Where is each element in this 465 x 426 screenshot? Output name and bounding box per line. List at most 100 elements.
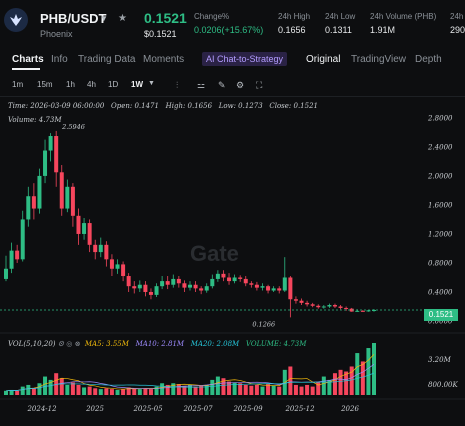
candle-body bbox=[165, 281, 170, 285]
vol-indicator-name[interactable]: VOL(5,10,20) bbox=[8, 340, 56, 348]
drawing-tools-icon[interactable]: ✎ bbox=[218, 80, 226, 90]
volume-bar bbox=[243, 384, 248, 395]
volume-bar bbox=[165, 384, 170, 395]
tab-info[interactable]: Info bbox=[51, 54, 68, 65]
candle-body bbox=[372, 309, 376, 311]
volume-bar bbox=[193, 386, 198, 395]
indicators-icon[interactable]: ⚍ bbox=[197, 80, 206, 90]
last-price-usd: $0.1521 bbox=[144, 29, 177, 39]
tab-original[interactable]: Original bbox=[306, 54, 341, 65]
price-tick-label: 2.0000 bbox=[427, 172, 453, 180]
volume-bar bbox=[305, 384, 310, 395]
info-volume: Volume: 4.73M bbox=[8, 116, 62, 124]
candle-body bbox=[54, 136, 59, 173]
tab-moments[interactable]: Moments bbox=[143, 54, 185, 65]
settings-icon[interactable]: ⚙ bbox=[236, 80, 245, 90]
volume-bar bbox=[132, 388, 137, 395]
volume-bar bbox=[232, 382, 237, 395]
tab-tradingview[interactable]: TradingView bbox=[351, 54, 407, 65]
volume-bar bbox=[65, 384, 70, 395]
candle-body bbox=[115, 264, 120, 269]
candle-body bbox=[31, 196, 36, 209]
indicator-settings-icon[interactable]: ⚙ ◎ ⊗ bbox=[57, 340, 81, 348]
pair-name[interactable]: PHB/USDT bbox=[40, 11, 107, 26]
pair-dropdown-chevron-icon[interactable]: ▼ bbox=[100, 14, 108, 23]
candle-body bbox=[26, 196, 31, 220]
fullscreen-icon[interactable]: ⛶ bbox=[256, 80, 263, 90]
price-tick-label: 0.4000 bbox=[428, 288, 453, 296]
low-price-label: 0.1266 bbox=[252, 320, 275, 328]
volume-tick-label: 3.20M bbox=[428, 356, 452, 364]
tab-charts[interactable]: Charts bbox=[12, 54, 44, 65]
candle-body bbox=[327, 305, 332, 307]
timeframe-1h[interactable]: 1h bbox=[66, 80, 75, 89]
candle-body bbox=[249, 283, 254, 285]
candle-body bbox=[360, 310, 365, 312]
info-open: Open: 0.1471 bbox=[110, 102, 159, 110]
volume-bar bbox=[293, 384, 298, 395]
candle-body bbox=[188, 284, 192, 288]
candles-layer bbox=[4, 130, 376, 318]
volume-bar bbox=[316, 382, 321, 395]
candle-body bbox=[344, 307, 349, 309]
volume-bar bbox=[199, 385, 204, 395]
volume-bar bbox=[148, 389, 153, 395]
candle-body bbox=[160, 281, 165, 287]
toolbar-divider bbox=[0, 96, 465, 97]
candle-body bbox=[321, 306, 326, 308]
candle-body bbox=[121, 264, 126, 277]
info-time: Time: 2026-03-09 06:00:00 bbox=[8, 102, 105, 110]
timeframe-1m[interactable]: 1m bbox=[12, 80, 24, 89]
candle-body bbox=[171, 278, 176, 285]
candle-body bbox=[137, 284, 142, 289]
candle-body bbox=[199, 288, 204, 291]
timeframe-1w[interactable]: 1W bbox=[131, 80, 143, 89]
volume-indicator-bar: VOL(5,10,20) ⚙ ◎ ⊗ MA5: 3.55M MA10: 2.81… bbox=[8, 340, 306, 348]
candlestick-chart[interactable]: Gate 2.8000 2.4000 2.0000 1.6000 1.2000 0.800… bbox=[0, 97, 465, 426]
volume-bar bbox=[277, 386, 282, 395]
candle-body bbox=[288, 277, 293, 300]
volume-bar bbox=[115, 389, 120, 395]
candle-body bbox=[316, 305, 321, 308]
ai-chat-to-strategy-button[interactable]: AI Chat-to-Strategy bbox=[202, 52, 288, 66]
volume-bar bbox=[372, 343, 376, 395]
candle-body bbox=[227, 277, 232, 282]
candle-type-icon[interactable]: ⫶ bbox=[176, 80, 179, 90]
time-tick-label: 2025-07 bbox=[182, 405, 213, 413]
volume-bar bbox=[93, 388, 98, 395]
candle-body bbox=[204, 286, 209, 291]
stat-turnover-value: 290 bbox=[450, 25, 465, 35]
candle-body bbox=[126, 276, 131, 287]
candle-body bbox=[9, 250, 14, 269]
volume-bar bbox=[332, 373, 337, 395]
tab-depth[interactable]: Depth bbox=[415, 54, 442, 65]
price-tick-label: 0.0000 bbox=[428, 318, 453, 326]
timeframe-1d[interactable]: 1D bbox=[108, 80, 119, 89]
time-axis: 2024-12 2025 2025-05 2025-07 2025-09 2025-12 2… bbox=[26, 405, 359, 413]
tab-trading-data[interactable]: Trading Data bbox=[78, 54, 136, 65]
timeframe-dropdown-icon[interactable]: ▼ bbox=[148, 80, 155, 87]
volume-bar bbox=[366, 348, 371, 395]
volume-bar bbox=[327, 379, 332, 395]
candle-body bbox=[82, 223, 87, 234]
timeframe-4h[interactable]: 4h bbox=[87, 80, 96, 89]
candle-body bbox=[282, 277, 287, 291]
high-price-label: 2.5946 bbox=[61, 123, 85, 131]
time-tick-label: 2024-12 bbox=[26, 405, 57, 413]
stat-high-value: 0.1656 bbox=[278, 25, 306, 35]
candle-body bbox=[15, 250, 20, 260]
chart-tabs: Charts Info Trading Data Moments Origina… bbox=[0, 50, 465, 70]
volume-bar bbox=[143, 388, 148, 395]
timeframe-15m[interactable]: 15m bbox=[37, 80, 53, 89]
market-header: PHB/USDT Phoenix ▼ ★ 0.1521 $0.1521 Chan… bbox=[0, 0, 465, 46]
candle-body bbox=[20, 219, 25, 260]
candle-body bbox=[87, 223, 92, 245]
price-tick-label: 2.8000 bbox=[427, 114, 453, 122]
time-tick-label: 2025 bbox=[85, 405, 104, 413]
candle-body bbox=[65, 186, 70, 209]
time-tick-label: 2025-05 bbox=[132, 405, 163, 413]
candle-body bbox=[260, 286, 265, 288]
favorite-star-icon[interactable]: ★ bbox=[118, 13, 127, 24]
volume-bar bbox=[137, 389, 142, 395]
ma20-line bbox=[5, 372, 375, 392]
